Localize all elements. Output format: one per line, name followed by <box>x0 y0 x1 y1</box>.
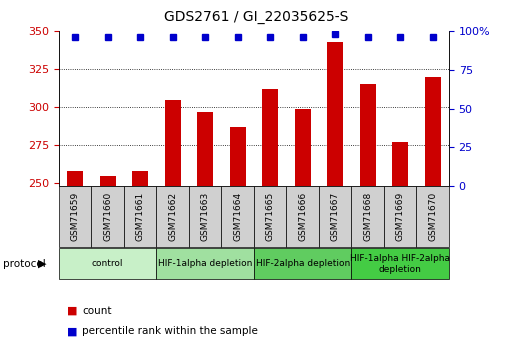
Bar <box>327 42 343 186</box>
Bar <box>156 186 189 247</box>
Bar <box>424 77 441 186</box>
Text: HIF-1alpha depletion: HIF-1alpha depletion <box>158 259 252 268</box>
Bar <box>124 186 156 247</box>
Text: protocol: protocol <box>3 259 45 269</box>
Bar <box>417 186 449 247</box>
Bar <box>262 89 278 186</box>
Text: GSM71669: GSM71669 <box>396 192 405 241</box>
Text: GSM71662: GSM71662 <box>168 192 177 241</box>
Text: count: count <box>82 306 112 315</box>
Text: control: control <box>92 259 124 268</box>
Bar <box>229 127 246 186</box>
Text: GSM71665: GSM71665 <box>266 192 274 241</box>
Bar <box>351 248 449 279</box>
Text: ▶: ▶ <box>38 259 47 269</box>
Bar <box>384 186 417 247</box>
Bar <box>294 109 311 186</box>
Bar <box>189 186 222 247</box>
Bar <box>91 186 124 247</box>
Bar <box>254 248 351 279</box>
Bar <box>59 186 91 247</box>
Text: GSM71661: GSM71661 <box>136 192 145 241</box>
Bar <box>59 248 156 279</box>
Text: ■: ■ <box>67 306 77 315</box>
Text: GSM71664: GSM71664 <box>233 192 242 241</box>
Text: GSM71670: GSM71670 <box>428 192 437 241</box>
Bar <box>319 186 351 247</box>
Text: GSM71660: GSM71660 <box>103 192 112 241</box>
Text: percentile rank within the sample: percentile rank within the sample <box>82 326 258 336</box>
Text: HIF-1alpha HIF-2alpha
depletion: HIF-1alpha HIF-2alpha depletion <box>350 254 450 274</box>
Bar <box>100 176 116 186</box>
Bar <box>165 100 181 186</box>
Bar <box>156 248 254 279</box>
Bar <box>360 84 376 186</box>
Text: ■: ■ <box>67 326 77 336</box>
Text: GSM71663: GSM71663 <box>201 192 210 241</box>
Bar <box>132 171 148 186</box>
Bar <box>286 186 319 247</box>
Bar <box>254 186 286 247</box>
Bar <box>197 112 213 186</box>
Text: GSM71668: GSM71668 <box>363 192 372 241</box>
Text: GSM71666: GSM71666 <box>298 192 307 241</box>
Bar <box>392 142 408 186</box>
Bar <box>222 186 254 247</box>
Text: GSM71667: GSM71667 <box>331 192 340 241</box>
Text: GSM71659: GSM71659 <box>71 192 80 241</box>
Text: GDS2761 / GI_22035625-S: GDS2761 / GI_22035625-S <box>164 10 349 24</box>
Bar <box>351 186 384 247</box>
Text: HIF-2alpha depletion: HIF-2alpha depletion <box>255 259 350 268</box>
Bar <box>67 171 83 186</box>
